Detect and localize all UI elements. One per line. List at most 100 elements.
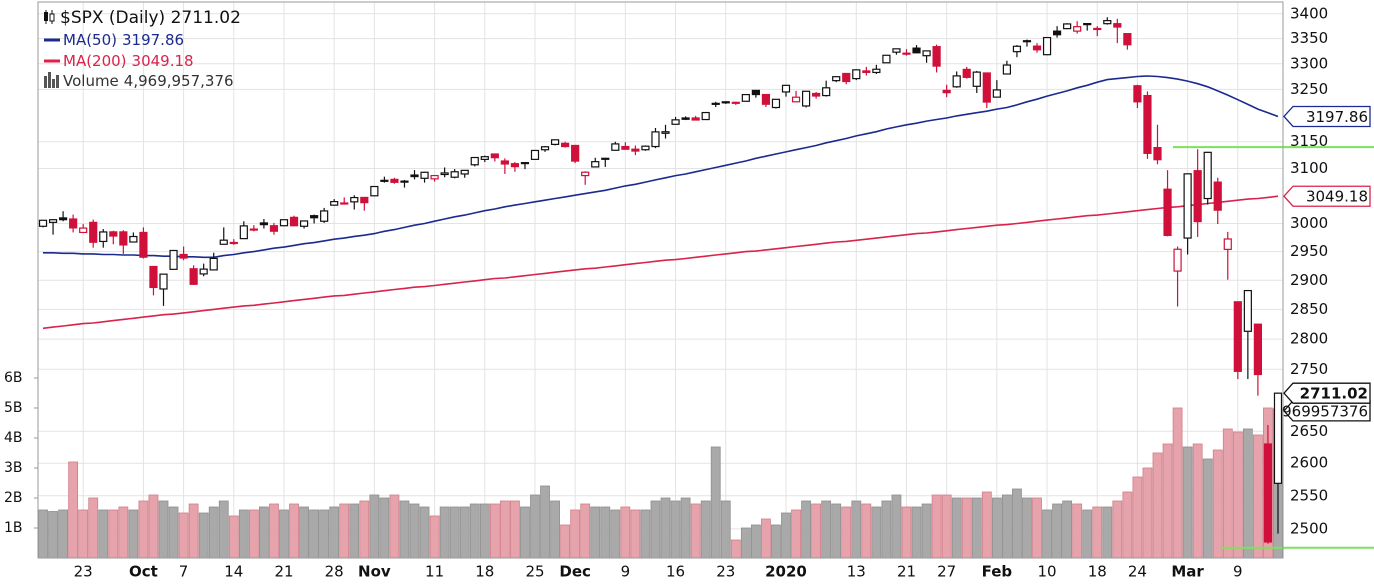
volume-bar — [1232, 431, 1243, 559]
value-badge — [1283, 105, 1371, 128]
volume-bar — [248, 509, 259, 559]
candle-body — [1203, 151, 1212, 200]
legend-candle-icon — [44, 10, 55, 24]
volume-bar — [801, 500, 811, 559]
volume-bar — [660, 497, 671, 559]
chart-title: $SPX (Daily) 2711.02 — [60, 8, 241, 28]
candle-body — [591, 161, 600, 168]
candle-body — [179, 253, 188, 259]
volume-bar — [1032, 497, 1042, 559]
volume-bar — [168, 506, 179, 559]
volume-bar — [429, 515, 440, 559]
volume-bar — [600, 506, 611, 559]
y-tick-label: 2500 — [1290, 519, 1328, 537]
candle-body — [1153, 146, 1162, 161]
volume-bar — [650, 500, 661, 559]
candle-body — [561, 142, 570, 148]
x-tick-label: 18 — [475, 563, 494, 581]
candle-body — [661, 131, 670, 134]
y-tick-label: 3350 — [1290, 29, 1328, 47]
candle-body — [310, 215, 319, 219]
volume-bar — [409, 503, 420, 559]
candle-body — [320, 210, 329, 222]
volume-bar — [700, 500, 711, 559]
volume-bar — [1042, 509, 1052, 559]
y-tick-label: 3250 — [1290, 80, 1328, 98]
volume-bar — [329, 506, 340, 559]
candle-body — [1243, 289, 1252, 332]
candle-body — [219, 239, 228, 245]
legend-volume-icon — [44, 72, 59, 88]
candle-body — [79, 227, 88, 234]
volume-bar — [841, 506, 852, 559]
y-tick-label: 2900 — [1290, 271, 1328, 289]
candle-body — [1253, 323, 1262, 376]
x-tick-label: 23 — [716, 563, 735, 581]
legend: $SPX (Daily) 2711.02 MA(50) 3197.86 MA(20… — [44, 8, 241, 90]
volume-bar — [279, 509, 289, 559]
volume-bar — [238, 509, 249, 559]
candle-body — [631, 148, 640, 152]
volume-bar — [479, 503, 490, 559]
candle-body — [741, 93, 750, 102]
candle-body — [801, 90, 811, 107]
volume-bar — [981, 491, 992, 559]
volume-bar — [1132, 476, 1143, 559]
candle-body — [872, 68, 881, 74]
volume-bar — [148, 494, 159, 559]
candle-body — [641, 145, 650, 151]
volume-bar — [750, 524, 761, 559]
candle-body — [1042, 36, 1052, 56]
candle-body — [902, 52, 911, 55]
candle-body — [992, 89, 1001, 98]
x-tick-label: Oct — [129, 563, 158, 581]
candle-body — [229, 241, 238, 245]
candle-body — [1133, 85, 1142, 103]
candle-body — [550, 139, 560, 145]
candle-body — [711, 102, 720, 105]
volume-bar — [630, 509, 641, 559]
candle-body — [500, 160, 509, 165]
candle-body — [681, 117, 690, 120]
candle-body — [1143, 94, 1152, 154]
volume-bar — [1202, 458, 1213, 559]
volume-bar — [881, 500, 892, 559]
candle-body — [571, 144, 580, 162]
volume-bar — [359, 500, 370, 559]
candle-body — [48, 219, 58, 223]
volume-bar — [98, 509, 109, 559]
volume-bar — [580, 503, 591, 559]
y-tick-label: 2650 — [1290, 422, 1328, 440]
volume-bar — [228, 515, 239, 559]
volume-bar — [670, 500, 681, 559]
candle-body — [330, 201, 339, 206]
candle-body — [1083, 22, 1092, 26]
candle-body — [400, 180, 409, 183]
candle-body — [1233, 301, 1242, 372]
value-badge — [1283, 185, 1371, 207]
value-badge-label: 3197.86 — [1306, 108, 1368, 126]
candle-body — [1103, 20, 1112, 25]
volume-bar — [761, 518, 771, 559]
candle-body — [842, 72, 851, 83]
candle-body — [1163, 188, 1172, 236]
candle-body — [510, 163, 520, 168]
volume-bar — [379, 497, 390, 559]
volume-bar — [560, 524, 571, 559]
x-tick-label: Mar — [1171, 563, 1204, 581]
candle-body — [109, 231, 118, 237]
candle-body — [882, 54, 891, 64]
candle-body — [450, 171, 459, 178]
candle-body — [751, 89, 760, 96]
candle-body — [761, 93, 771, 105]
legend-value: 3197.86 — [122, 31, 184, 49]
candle-body — [380, 179, 389, 182]
candle-body — [1022, 40, 1032, 43]
volume-bar — [58, 509, 69, 559]
candle-body — [1273, 392, 1283, 484]
candle-body — [671, 119, 680, 125]
volume-bar — [550, 500, 560, 559]
volume-bar — [299, 506, 309, 559]
y-tick-label: 3000 — [1290, 214, 1328, 232]
